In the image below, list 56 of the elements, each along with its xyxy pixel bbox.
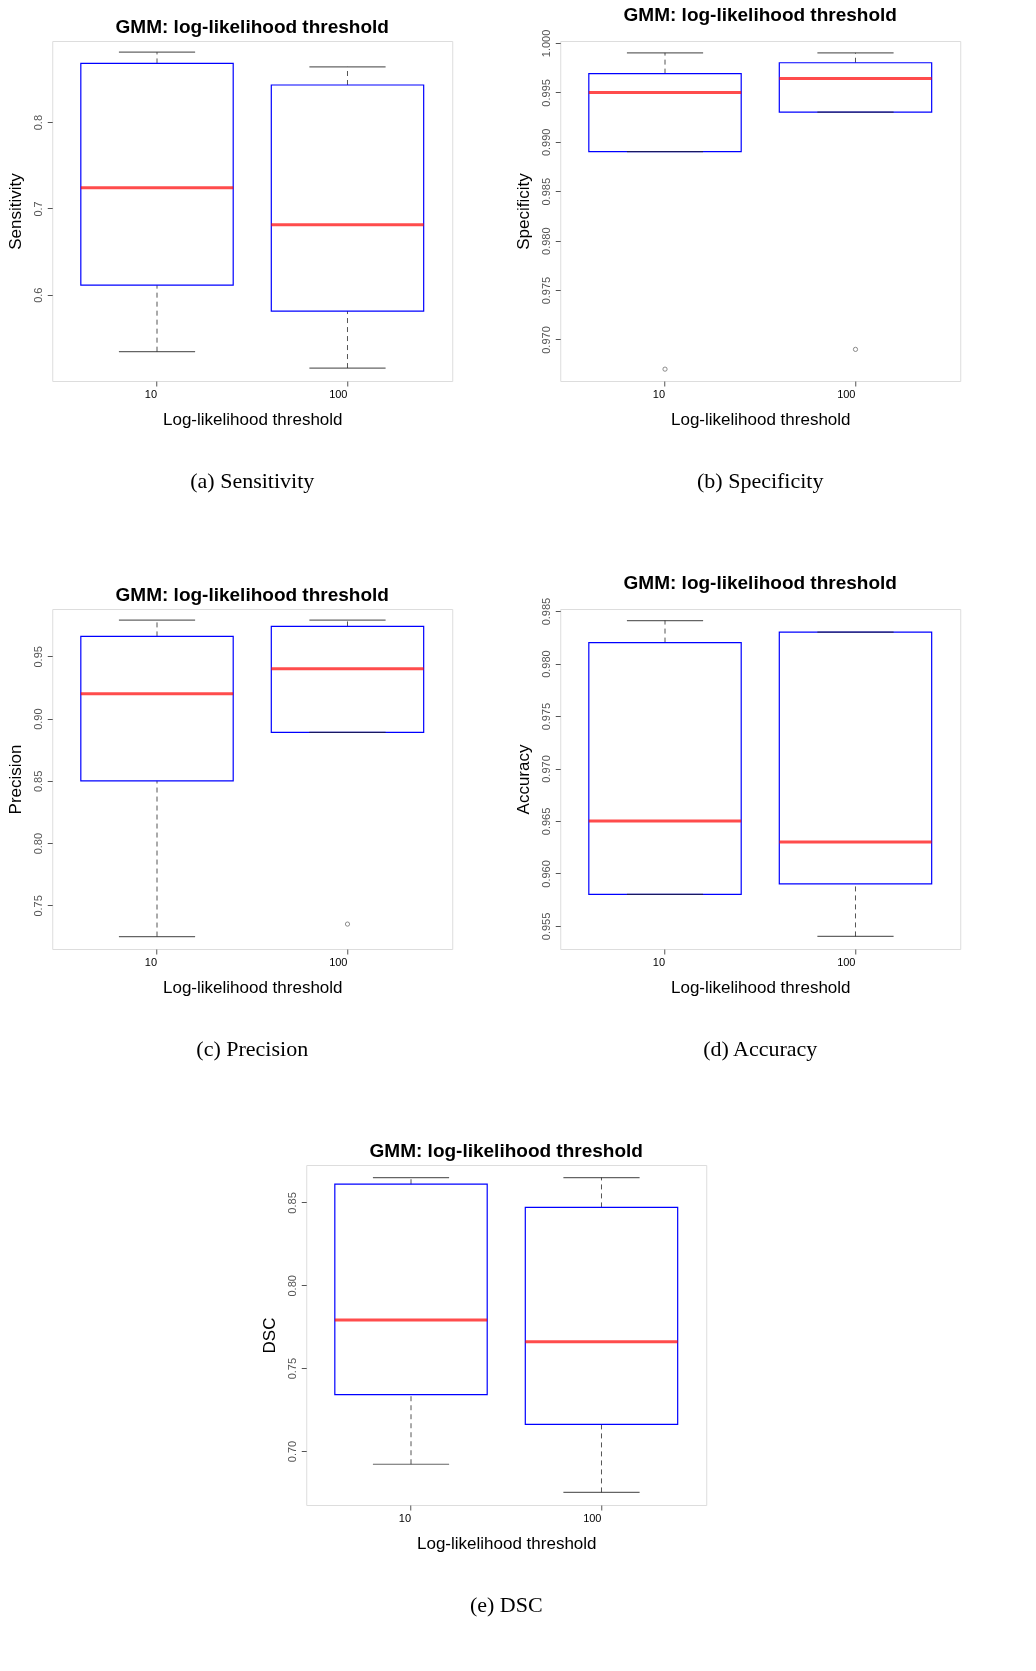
y-tick-label: 0.8 (31, 114, 44, 131)
y-tick-label: 0.995 (539, 79, 552, 107)
y-tick-label: 0.75 (31, 895, 44, 917)
y-tick-label: 0.970 (539, 755, 552, 783)
y-tick-label: 0.70 (285, 1440, 298, 1463)
y-axis-title: Precision (5, 744, 25, 815)
x-axis-title: Log-likelihood threshold (416, 1533, 597, 1553)
x-tick-label: 10 (652, 955, 666, 968)
text: (c) Precision (196, 1036, 309, 1061)
y-tick-label: 0.7 (31, 201, 44, 217)
y-tick-label: 0.990 (539, 128, 552, 157)
x-tick-label: 100 (837, 387, 856, 400)
y-axis-title: Sensitivity (5, 172, 25, 250)
x-axis-title: Log-likelihood threshold (670, 977, 851, 997)
x-axis-title: Log-likelihood threshold (162, 977, 343, 997)
y-tick-label: 0.960 (539, 860, 552, 888)
x-tick-label: 100 (329, 387, 348, 400)
chart-title: GMM: log-likelihood threshold (623, 4, 897, 26)
y-axis-title: DSC (259, 1317, 279, 1354)
y-tick-label: 0.985 (539, 597, 552, 626)
x-tick-label: 10 (398, 1511, 412, 1524)
y-tick-label: 0.80 (285, 1275, 298, 1297)
chart-title: GMM: log-likelihood threshold (623, 572, 897, 594)
x-tick-label: 10 (652, 387, 666, 400)
y-tick-label: 0.970 (539, 326, 552, 354)
x-axis-title: Log-likelihood threshold (162, 409, 343, 429)
x-tick-label: 100 (583, 1511, 602, 1524)
y-tick-label: 0.95 (31, 646, 44, 668)
x-tick-label: 10 (144, 955, 158, 968)
chart-title: GMM: log-likelihood threshold (115, 584, 389, 605)
chart-title: GMM: log-likelihood threshold (115, 16, 389, 37)
y-tick-label: 0.985 (539, 177, 552, 206)
y-tick-label: 0.6 (31, 287, 44, 303)
x-axis-title: Log-likelihood threshold (670, 409, 851, 429)
y-tick-label: 0.975 (539, 702, 552, 731)
text: (a) Sensitivity (190, 468, 315, 493)
chart-title: GMM: log-likelihood threshold (369, 1140, 643, 1161)
x-tick-label: 100 (837, 955, 856, 968)
y-tick-label: 0.980 (539, 650, 552, 678)
y-tick-label: 0.90 (31, 708, 44, 730)
x-tick-label: 100 (329, 955, 348, 968)
y-axis-title: Accuracy (513, 744, 533, 815)
y-tick-label: 0.975 (539, 276, 552, 305)
y-tick-label: 0.955 (539, 912, 552, 941)
text: (d) Accuracy (703, 1036, 818, 1061)
y-tick-label: 0.75 (285, 1357, 298, 1380)
y-axis-title: Specificity (513, 172, 533, 250)
y-tick-label: 1.000 (539, 29, 552, 58)
text: (b) Specificity (697, 468, 824, 493)
text: (e) DSC (469, 1592, 543, 1617)
y-tick-label: 0.85 (31, 770, 44, 793)
x-tick-label: 10 (144, 387, 158, 400)
y-tick-label: 0.965 (539, 807, 552, 836)
y-tick-label: 0.980 (539, 227, 552, 255)
y-tick-label: 0.85 (285, 1192, 298, 1214)
y-tick-label: 0.80 (31, 832, 44, 855)
